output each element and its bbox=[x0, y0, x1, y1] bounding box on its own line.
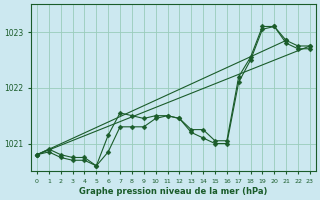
X-axis label: Graphe pression niveau de la mer (hPa): Graphe pression niveau de la mer (hPa) bbox=[79, 187, 268, 196]
